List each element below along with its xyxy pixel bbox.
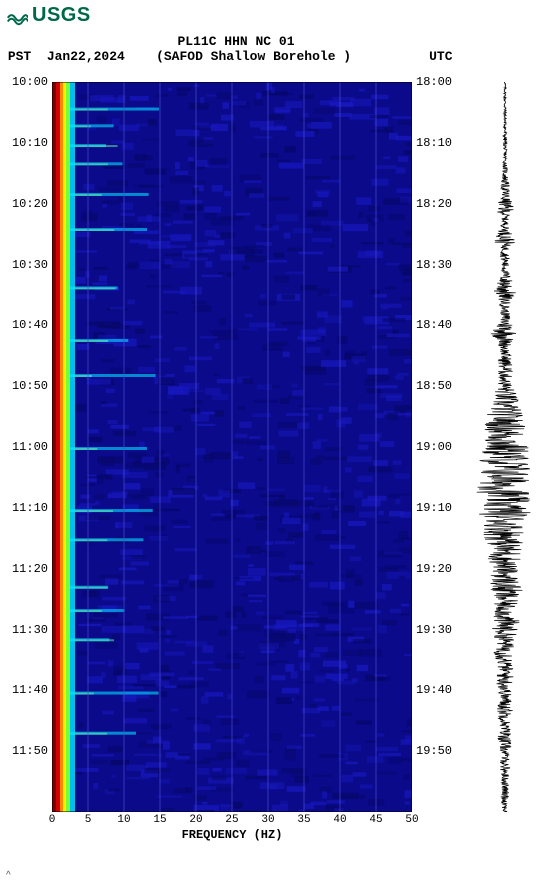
left-time-label: 11:30 — [8, 623, 48, 637]
left-time-label: 11:20 — [8, 562, 48, 576]
right-time-label: 18:20 — [416, 197, 456, 211]
seismogram-svg — [462, 82, 548, 812]
left-time-label: 11:10 — [8, 501, 48, 515]
right-time-label: 19:50 — [416, 744, 456, 758]
freq-tick-label: 45 — [369, 814, 382, 826]
freq-tick-label: 5 — [85, 814, 92, 826]
left-time-label: 10:30 — [8, 258, 48, 272]
chart-header: PL11C HHN NC 01 PST Jan22,2024 (SAFOD Sh… — [0, 34, 552, 64]
freq-tick-label: 20 — [189, 814, 202, 826]
freq-tick-label: 35 — [297, 814, 310, 826]
footer-mark: ^ — [6, 870, 11, 881]
wave-icon — [6, 5, 28, 27]
right-time-label: 19:10 — [416, 501, 456, 515]
header-line2: PST Jan22,2024 (SAFOD Shallow Borehole )… — [0, 49, 552, 64]
seismogram-trace — [462, 82, 548, 812]
left-time-label: 10:20 — [8, 197, 48, 211]
right-time-label: 18:40 — [416, 318, 456, 332]
right-time-label: 19:40 — [416, 683, 456, 697]
freq-tick-label: 40 — [333, 814, 346, 826]
freq-tick-label: 0 — [49, 814, 56, 826]
left-time-label: 10:40 — [8, 318, 48, 332]
right-time-label: 18:00 — [416, 75, 456, 89]
right-time-label: 19:20 — [416, 562, 456, 576]
right-time-axis: 18:0018:1018:2018:3018:4018:5019:0019:10… — [416, 82, 456, 812]
freq-tick-label: 50 — [405, 814, 418, 826]
left-time-label: 10:00 — [8, 75, 48, 89]
right-time-label: 18:50 — [416, 379, 456, 393]
frequency-axis: 05101520253035404550 — [52, 814, 412, 828]
freq-tick-label: 10 — [117, 814, 130, 826]
freq-tick-label: 15 — [153, 814, 166, 826]
spectrogram-chart — [52, 82, 412, 812]
left-time-label: 10:10 — [8, 136, 48, 150]
logo-text: USGS — [32, 4, 91, 27]
left-time-axis: 10:0010:1010:2010:3010:4010:5011:0011:10… — [8, 82, 48, 812]
right-time-label: 19:30 — [416, 623, 456, 637]
x-axis-label: FREQUENCY (HZ) — [52, 828, 412, 842]
left-time-label: 11:00 — [8, 440, 48, 454]
spectrogram-svg — [52, 82, 412, 812]
right-time-label: 19:00 — [416, 440, 456, 454]
freq-tick-label: 25 — [225, 814, 238, 826]
left-time-label: 11:50 — [8, 744, 48, 758]
usgs-logo: USGS — [6, 4, 91, 27]
left-time-label: 11:40 — [8, 683, 48, 697]
right-time-label: 18:30 — [416, 258, 456, 272]
freq-tick-label: 30 — [261, 814, 274, 826]
left-time-label: 10:50 — [8, 379, 48, 393]
station-title: PL11C HHN NC 01 — [0, 34, 552, 49]
right-time-label: 18:10 — [416, 136, 456, 150]
